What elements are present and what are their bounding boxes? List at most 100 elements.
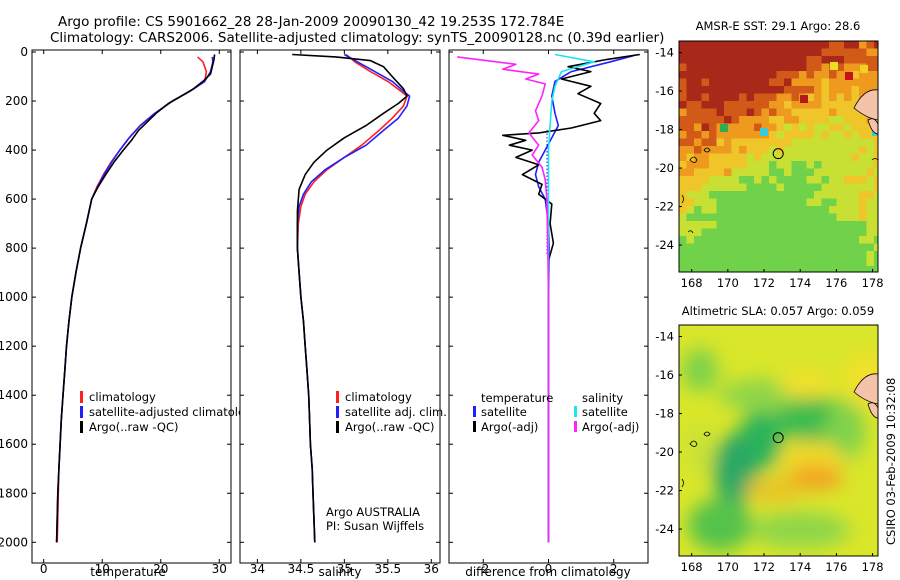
- sst-cell: [866, 131, 875, 139]
- sst-cell: [686, 176, 695, 184]
- sst-cell: [694, 161, 702, 169]
- sst-cell: [874, 221, 878, 229]
- sst-cell: [769, 146, 777, 154]
- sst-cell: [806, 176, 815, 184]
- sst-cell: [716, 176, 725, 184]
- series-line-argo-raw-qc-: [292, 53, 408, 543]
- sst-cell: [791, 146, 800, 154]
- sst-cell: [821, 93, 830, 102]
- sst-cell: [731, 71, 740, 79]
- sst-cell: [821, 243, 830, 252]
- sst-cell: [709, 258, 717, 267]
- sst-cell: [739, 101, 747, 109]
- sst-cell: [724, 191, 732, 199]
- sst-cell: [769, 168, 777, 177]
- sst-cell: [791, 71, 800, 79]
- sst-cell: [776, 63, 785, 72]
- sst-cell: [799, 71, 807, 79]
- x-tick-label: 10: [95, 562, 110, 576]
- sst-cell: [776, 228, 785, 237]
- sst-cell: [836, 228, 845, 237]
- sst-cell: [821, 108, 830, 117]
- sst-cell: [844, 213, 852, 222]
- sst-cell: [746, 138, 755, 147]
- sst-cell: [701, 116, 710, 124]
- sst-cell: [799, 243, 807, 252]
- sst-cell: [829, 153, 837, 162]
- sst-cell: [679, 48, 687, 57]
- sst-cell: [806, 236, 815, 244]
- sst-cell: [821, 266, 830, 272]
- sst-cell: [776, 213, 785, 222]
- sst-cell: [746, 56, 755, 64]
- sst-cell: [709, 213, 717, 222]
- sst-cell: [709, 161, 717, 169]
- sst-cell: [784, 228, 792, 237]
- sst-cell: [776, 93, 785, 102]
- sst-cell: [769, 183, 777, 192]
- sst-cell: [874, 56, 878, 64]
- sst-cell: [776, 78, 785, 87]
- sst-cell: [859, 56, 867, 64]
- sst-cell: [866, 56, 875, 64]
- sst-cell: [836, 93, 845, 102]
- sst-cell: [844, 198, 852, 207]
- sst-cell: [679, 168, 687, 177]
- sst-cell: [806, 251, 815, 259]
- map-x-tick-label: 174: [789, 276, 811, 290]
- sst-cell: [761, 78, 770, 87]
- sst-cell: [709, 93, 717, 102]
- sst-cell: [836, 243, 845, 252]
- sst-cell: [791, 191, 800, 199]
- sst-cell: [761, 108, 770, 117]
- map-y-tick-label: -14: [655, 330, 674, 344]
- sst-cell: [829, 236, 837, 244]
- sst-cell: [806, 213, 815, 222]
- sst-cell: [686, 78, 695, 87]
- legend-entry: climatology: [89, 390, 156, 404]
- sst-cell: [679, 123, 687, 132]
- sst-cell: [776, 168, 785, 177]
- series-line-salinity-argo-adj-: [457, 56, 550, 543]
- sst-cell: [851, 266, 860, 272]
- sst-cell: [784, 116, 792, 124]
- sst-cell: [800, 95, 808, 103]
- sst-cell: [769, 213, 777, 222]
- sst-cell: [859, 86, 867, 94]
- sst-cell: [851, 213, 860, 222]
- sst-cell: [709, 176, 717, 184]
- sst-cell: [829, 266, 837, 272]
- sst-cell: [844, 78, 852, 87]
- sst-cell: [746, 123, 755, 132]
- sst-cell: [686, 116, 695, 124]
- sst-cell: [829, 258, 837, 267]
- map-y-tick-label: -16: [655, 84, 674, 98]
- sst-cell: [769, 176, 777, 184]
- sst-cell: [746, 221, 755, 229]
- sst-cell: [814, 206, 822, 214]
- sst-cell: [799, 56, 807, 64]
- sst-cell: [731, 221, 740, 229]
- sst-cell: [709, 266, 717, 272]
- sst-cell: [761, 86, 770, 94]
- sst-cell: [844, 108, 852, 117]
- sst-cell: [739, 48, 747, 57]
- sst-cell: [791, 101, 800, 109]
- sst-cell: [709, 131, 717, 139]
- sst-cell: [761, 191, 770, 199]
- sst-cell: [821, 228, 830, 237]
- sst-cell: [874, 78, 878, 87]
- sst-cell: [746, 116, 755, 124]
- sst-cell: [731, 251, 740, 259]
- island-outlines: [681, 89, 878, 234]
- sst-cell: [866, 41, 875, 49]
- sst-cell: [769, 56, 777, 64]
- sst-cell: [784, 191, 792, 199]
- sst-cell: [716, 101, 725, 109]
- sst-cell: [754, 198, 762, 207]
- sst-cell: [761, 41, 770, 49]
- sst-cell: [806, 86, 815, 94]
- sst-cell: [791, 161, 800, 169]
- sst-cell: [806, 168, 815, 177]
- sst-cell: [746, 243, 755, 252]
